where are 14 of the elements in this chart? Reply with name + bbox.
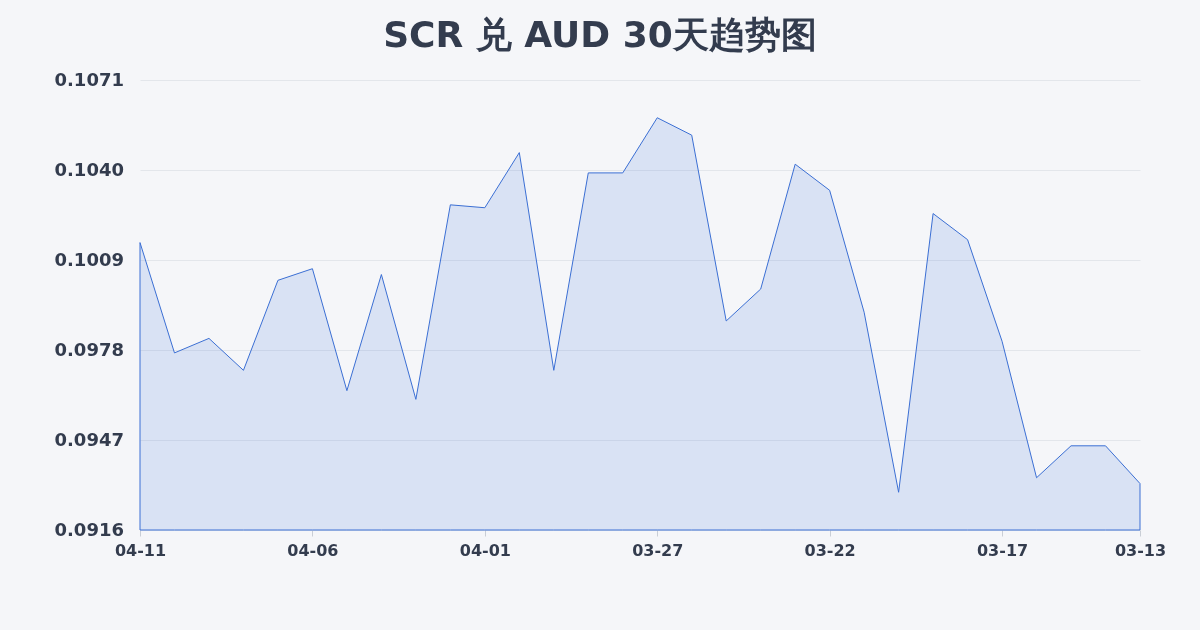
x-tick-label: 03-22 — [804, 540, 856, 560]
y-tick-label: 0.0947 — [54, 428, 124, 450]
y-tick-label: 0.1071 — [54, 68, 124, 90]
chart-title: SCR 兑 AUD 30天趋势图 — [383, 14, 817, 55]
x-tick-label: 04-11 — [114, 540, 167, 560]
y-tick-label: 0.0978 — [54, 338, 124, 360]
x-tick-label: 04-01 — [459, 540, 511, 560]
y-tick-label: 0.1009 — [54, 248, 124, 270]
y-tick-label: 0.0916 — [54, 518, 124, 540]
x-tick-label: 03-17 — [976, 540, 1029, 560]
x-tick-label: 03-13 — [1114, 540, 1167, 560]
x-tick-label: 04-06 — [287, 540, 339, 560]
y-tick-label: 0.1040 — [54, 158, 124, 180]
x-tick-label: 03-27 — [632, 540, 684, 560]
